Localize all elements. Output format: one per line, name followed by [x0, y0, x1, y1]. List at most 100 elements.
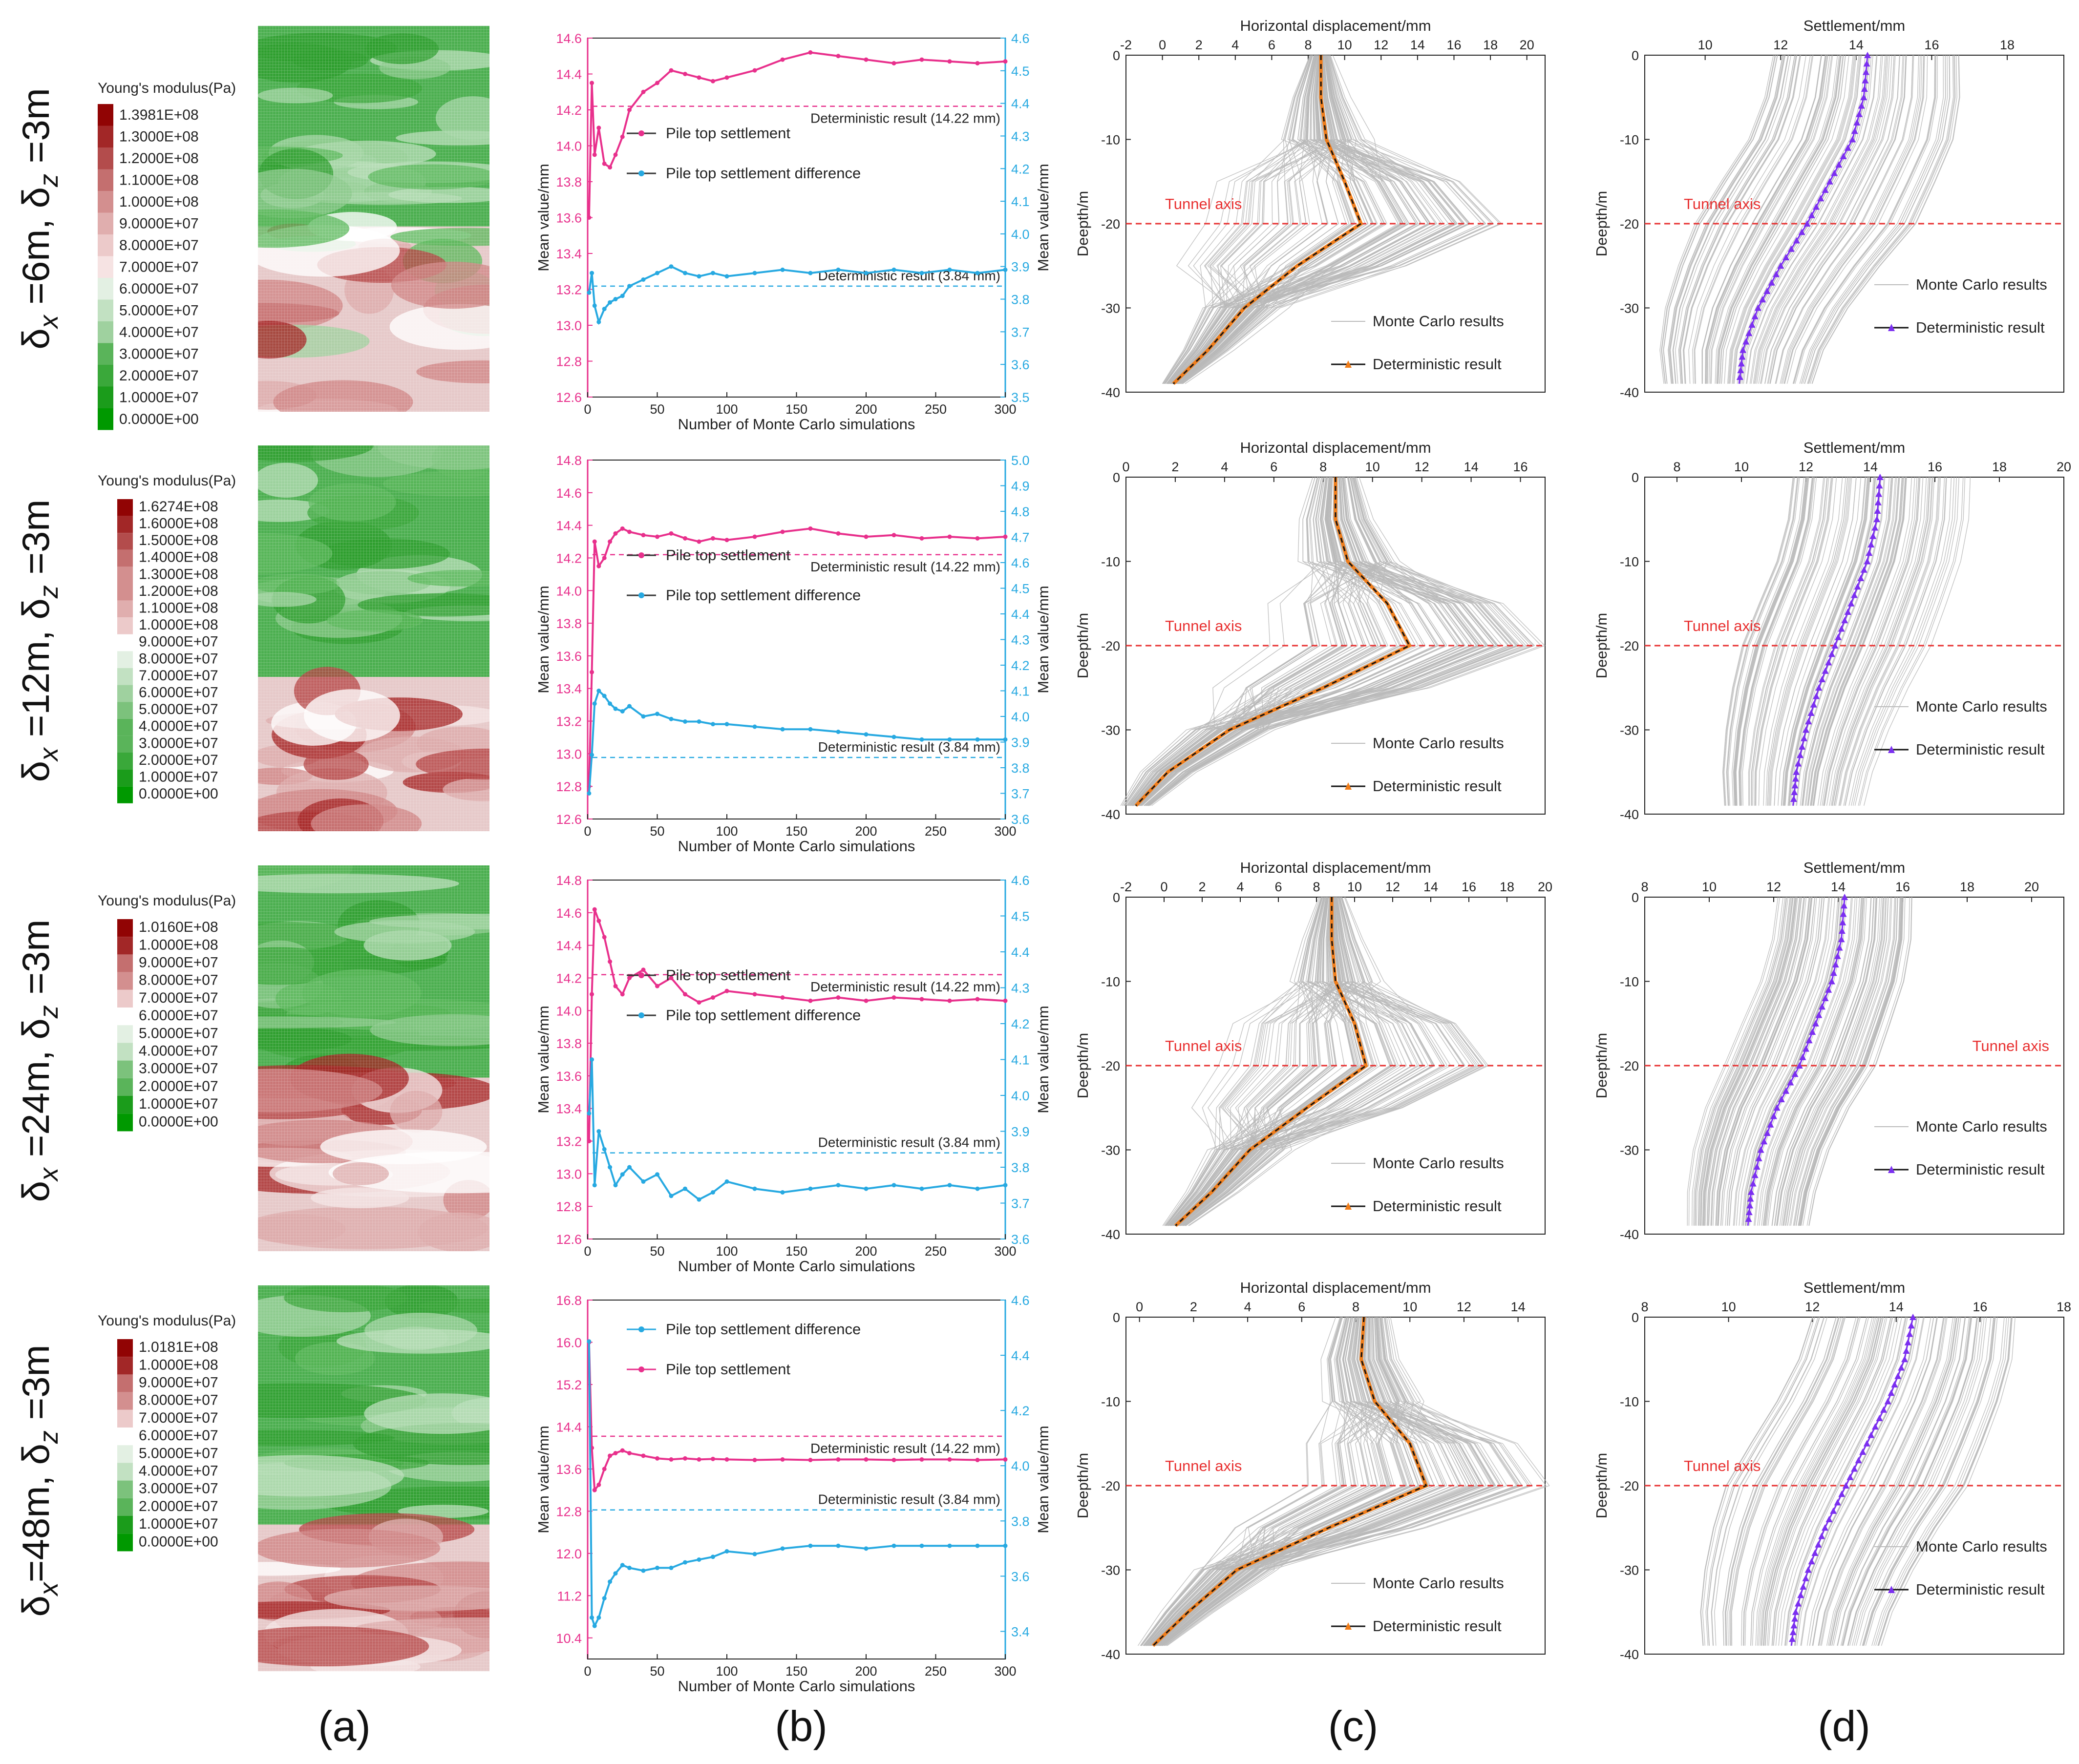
x-tick-label: 50 — [650, 402, 664, 417]
mc-curve — [1752, 477, 1829, 806]
deterministic-marker — [1748, 321, 1756, 328]
mc-curve — [1784, 1317, 1906, 1646]
legend-swatch — [117, 1498, 133, 1516]
x-tick-label: 6 — [1268, 38, 1275, 52]
legend-label: 4.0000E+07 — [119, 324, 199, 340]
series-point — [1003, 737, 1008, 742]
mc-curve — [1762, 1317, 1882, 1646]
y-tick-label: -20 — [1101, 1479, 1120, 1493]
legend-label: 6.0000E+07 — [139, 1428, 218, 1444]
deterministic-marker — [1796, 1062, 1803, 1069]
mc-curve — [1831, 477, 1930, 806]
x-tick-label: 14 — [1511, 1300, 1526, 1314]
field-mesh — [258, 445, 489, 831]
mc-curve — [1755, 897, 1853, 1226]
mc-curve — [1796, 477, 1886, 806]
x-tick-label: 10 — [1347, 880, 1362, 894]
y2-axis-label-group: Mean value/mm — [1035, 164, 1052, 272]
series-point — [613, 706, 618, 711]
mc-curve — [1727, 55, 1854, 384]
mc-curve — [1139, 477, 1458, 806]
y2-tick-label: 3.9 — [1011, 735, 1030, 750]
mc-curve — [1181, 55, 1437, 384]
legend-label: Deterministic result — [1373, 1197, 1502, 1215]
deterministic-curve-dash — [1175, 897, 1367, 1226]
y2-tick-label: 4.6 — [1011, 873, 1030, 888]
deterministic-marker — [1828, 978, 1835, 985]
annotation-text: Deterministic result (14.22 mm) — [810, 979, 1000, 994]
mc-curve — [1812, 55, 1960, 384]
mc-curve — [1750, 1317, 1867, 1646]
series-point — [697, 719, 701, 724]
y-tick-label: -10 — [1101, 133, 1120, 147]
series-point — [697, 1197, 701, 1202]
deterministic-marker — [1739, 353, 1746, 360]
x-tick-label: 20 — [1520, 38, 1534, 52]
series-point — [602, 1596, 607, 1601]
x-tick-label: 4 — [1221, 460, 1228, 474]
legend-label: 4.0000E+07 — [139, 718, 218, 735]
y-axis-label-group: Deepth/m — [1074, 613, 1091, 678]
mc-curve — [1693, 897, 1785, 1226]
mc-curve — [1765, 1317, 1884, 1646]
mc-curve — [1779, 897, 1880, 1226]
mc-curve — [1786, 55, 1928, 384]
y2-tick-label: 3.7 — [1011, 1197, 1030, 1211]
mc-curve — [1852, 477, 1957, 806]
y-tick-label: 11.2 — [557, 1589, 582, 1603]
deterministic-marker — [1751, 313, 1759, 319]
y2-tick-label: 4.3 — [1011, 981, 1030, 996]
deterministic-marker — [1787, 1079, 1794, 1086]
y-axis-label-group: Deepth/m — [1074, 1453, 1091, 1518]
deterministic-marker — [1768, 279, 1775, 286]
annotation-text: Deterministic result (14.22 mm) — [810, 111, 1000, 126]
deterministic-marker — [1876, 474, 1884, 480]
y2-tick-label: 4.7 — [1011, 530, 1030, 545]
legend-label: Pile top settlement difference — [666, 587, 861, 604]
mc-curve — [1721, 55, 1846, 384]
deterministic-marker — [1763, 288, 1771, 294]
x-tick-label: 14 — [1849, 38, 1864, 52]
legend-label: 1.3000E+08 — [139, 566, 218, 582]
series-point — [592, 907, 597, 912]
x-tick-label: 4 — [1236, 880, 1244, 894]
legend-label: 4.0000E+07 — [139, 1043, 218, 1059]
deterministic-marker — [1854, 583, 1861, 590]
x-tick-label: 250 — [925, 1244, 947, 1259]
row-label-text: δx =12m, δz =3m — [14, 500, 64, 782]
monte-carlo-curves — [1162, 55, 1503, 384]
mc-curve — [1141, 1317, 1370, 1646]
row-label-part-sub1: x — [34, 1581, 64, 1597]
legend-swatch — [117, 1533, 133, 1552]
series-point — [864, 1546, 869, 1551]
mc-curve — [1821, 1317, 1948, 1646]
mc-curve — [1146, 1317, 1352, 1646]
y-tick-label: -10 — [1101, 555, 1120, 569]
series-point — [641, 533, 646, 538]
mc-curve — [1793, 55, 1936, 384]
x-tick-label: 8 — [1305, 38, 1312, 52]
x-tick-label: 200 — [855, 824, 877, 839]
series-point — [947, 267, 952, 272]
mc-curve — [1672, 55, 1789, 384]
series-point — [620, 709, 625, 714]
deterministic-marker — [1853, 119, 1861, 126]
deterministic-marker — [1840, 910, 1847, 917]
deterministic-marker — [1737, 367, 1744, 374]
legend-swatch — [98, 126, 113, 147]
row-label: δx =6m, δz =3m — [14, 88, 64, 349]
deterministic-marker — [1875, 490, 1883, 497]
y2-tick-label: 3.6 — [1011, 812, 1030, 827]
mc-curve — [1146, 477, 1517, 806]
y-tick-label: -40 — [1620, 807, 1639, 822]
row-label: δx =24m, δz =3m — [14, 920, 64, 1202]
mc-curve — [1708, 897, 1802, 1226]
mc-curve — [1178, 897, 1348, 1226]
y2-tick-label: 4.5 — [1011, 909, 1030, 924]
deterministic-marker — [1819, 676, 1825, 682]
mc-curve — [1176, 897, 1392, 1226]
mc-curve — [1750, 1317, 1867, 1646]
series-point — [602, 693, 607, 698]
y-tick-label: 13.6 — [556, 211, 582, 226]
annotation-text: Deterministic result (3.84 mm) — [818, 739, 1000, 755]
